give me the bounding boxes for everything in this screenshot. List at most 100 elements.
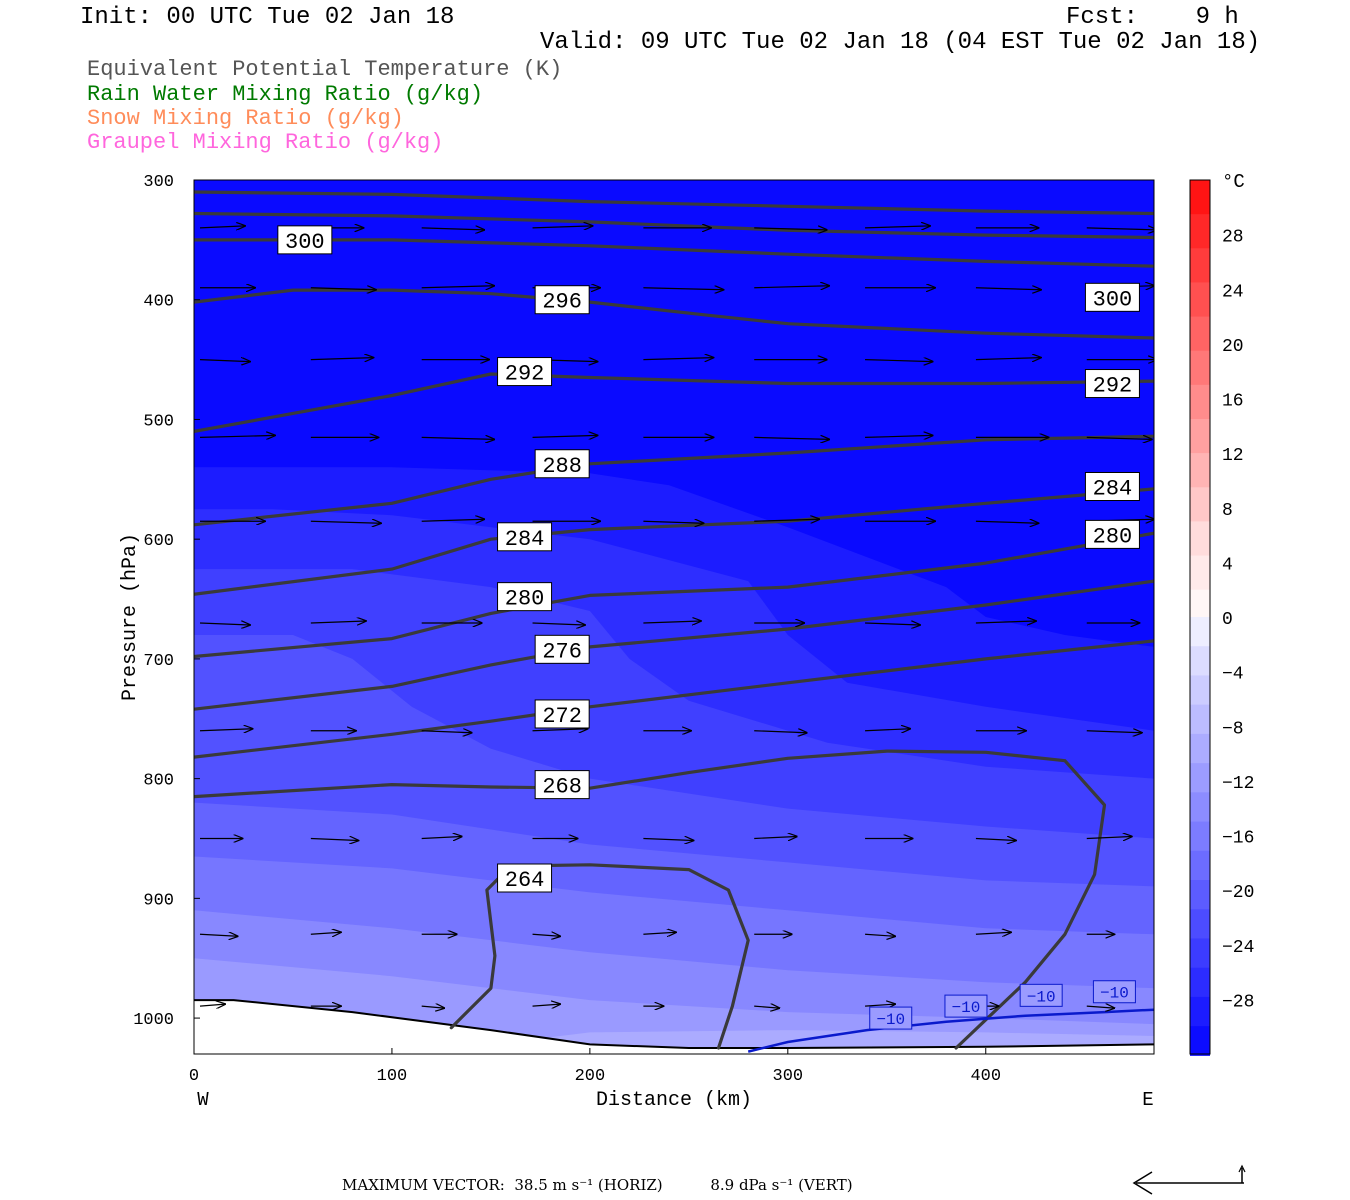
wind-vector [975, 621, 1036, 623]
wind-vector [421, 731, 472, 733]
wind-vector [975, 838, 1016, 840]
contour-label-box [534, 634, 590, 664]
init-time: Init: 00 UTC Tue 02 Jan 18 [80, 4, 455, 31]
colorbar-swatch [1190, 350, 1210, 386]
x-tick-label: 0 [189, 1067, 199, 1086]
isotherm-minus10 [747, 1008, 1154, 1053]
colorbar-swatch [1190, 733, 1210, 764]
wind-vector [643, 838, 693, 840]
y-axis-label: Pressure (hPa) [119, 533, 142, 701]
isotherm-label-box [1019, 983, 1063, 1007]
theta-e-contour-268 [194, 749, 1107, 1050]
wind-vector [754, 836, 797, 838]
contour-label-box [1084, 369, 1140, 399]
wind-vector [310, 838, 359, 840]
wind-vector [421, 228, 485, 230]
theta-e-contour-264 [449, 863, 750, 1050]
terrain [194, 999, 1154, 1054]
wind-vector [199, 623, 250, 625]
contour-label: 288 [542, 454, 582, 479]
contour-label-box [534, 699, 590, 729]
contour-labels: 300 296 292 288 284 280 276 272 268 264 300 292 284 2… [277, 225, 1140, 1030]
contour-label-box [277, 225, 333, 255]
colorbar-swatch [1190, 646, 1210, 676]
colorbar-frame [1189, 179, 1211, 1055]
contour-label-box [1084, 282, 1140, 312]
wind-vector [199, 934, 238, 936]
wind-vector [1086, 437, 1152, 439]
colorbar-swatch [1190, 909, 1210, 939]
x-axis-east-label: E [1142, 1089, 1153, 1111]
forecast-hour: Fcst: 9 h [1066, 4, 1239, 31]
colorbar-label: −20 [1222, 883, 1254, 903]
contour-label-box [534, 449, 590, 479]
colorbar-swatch [1190, 617, 1210, 647]
contour-label-box [497, 357, 553, 387]
colorbar-swatch [1190, 821, 1210, 852]
wind-vector [310, 288, 376, 290]
colorbar-swatch [1190, 555, 1210, 591]
legend-snow: Snow Mixing Ratio (g/kg) [87, 106, 404, 131]
contour-label-box [497, 582, 553, 612]
colorbar-swatch [1190, 418, 1210, 454]
colorbar-swatch [1190, 938, 1210, 969]
colorbar-swatch [1190, 1026, 1210, 1056]
wind-vector [754, 731, 807, 733]
colorbar-label: −4 [1222, 665, 1244, 685]
theta-e-contour-280 [194, 531, 1154, 659]
colorbar-label: 0 [1222, 610, 1233, 630]
wind-vector [421, 836, 462, 838]
colorbar-unit: °C [1222, 171, 1245, 193]
x-axis-label: Distance (km) [596, 1089, 752, 1112]
theta-e-contour-296 [194, 288, 1154, 340]
colorbar-swatch [1190, 675, 1210, 706]
wind-vector [310, 521, 381, 523]
isotherm-label-box [944, 994, 988, 1018]
legend-theta-e: Equivalent Potential Temperature (K) [87, 57, 563, 82]
wind-vector [754, 437, 829, 439]
colorbar-swatch [1190, 384, 1210, 420]
x-axis: 0 100 200 300 400 [189, 1048, 1001, 1086]
colorbar-label: 16 [1222, 392, 1244, 412]
y-tick-label: 700 [143, 652, 174, 671]
wind-vector [1086, 731, 1142, 733]
y-tick-label: 900 [143, 891, 174, 910]
isotherm-label: −10 [876, 1011, 905, 1029]
y-axis: 300 400 500 600 700 800 900 1000 [133, 173, 200, 1030]
colorbar-label: −28 [1222, 992, 1254, 1012]
wind-vector [532, 435, 598, 437]
wind-vector [643, 288, 723, 290]
colorbar-swatch [1190, 248, 1210, 283]
colorbar-swatch [1190, 704, 1210, 735]
wind-vector [643, 358, 713, 360]
wind-vector [975, 932, 1011, 934]
theta-e-contour-272 [194, 639, 1154, 759]
wind-vector [754, 286, 829, 288]
x-tick-label: 200 [575, 1067, 606, 1086]
wind-vector [421, 286, 495, 288]
isotherm-label: −10 [952, 999, 981, 1017]
legend-graupel: Graupel Mixing Ratio (g/kg) [87, 130, 444, 155]
contour-label-box [497, 863, 553, 893]
colorbar-label: 8 [1222, 501, 1233, 521]
colorbar-label: −12 [1222, 774, 1254, 794]
wind-vector [865, 360, 933, 362]
max-vector-note: MAXIMUM VECTOR: 38.5 m s⁻¹ (HORIZ) 8.9 d… [342, 1176, 853, 1194]
wind-vector [532, 934, 561, 936]
contour-label: 284 [1093, 476, 1133, 501]
theta-e-contours [194, 190, 1154, 1050]
contour-label-box [534, 285, 590, 315]
wind-vector [643, 621, 701, 623]
wind-vector [421, 437, 495, 439]
colorbar-swatch [1190, 996, 1210, 1027]
contour-label: 272 [542, 704, 582, 729]
theta-e-contour-276 [194, 579, 1154, 711]
wind-vector [199, 226, 245, 228]
wind-vector [1086, 836, 1132, 838]
isotherm-label-box [869, 1006, 913, 1030]
y-tick-label: 400 [143, 293, 174, 312]
wind-vector [975, 521, 1038, 523]
colorbar-label: −24 [1222, 938, 1254, 958]
wind-vector [199, 435, 275, 437]
